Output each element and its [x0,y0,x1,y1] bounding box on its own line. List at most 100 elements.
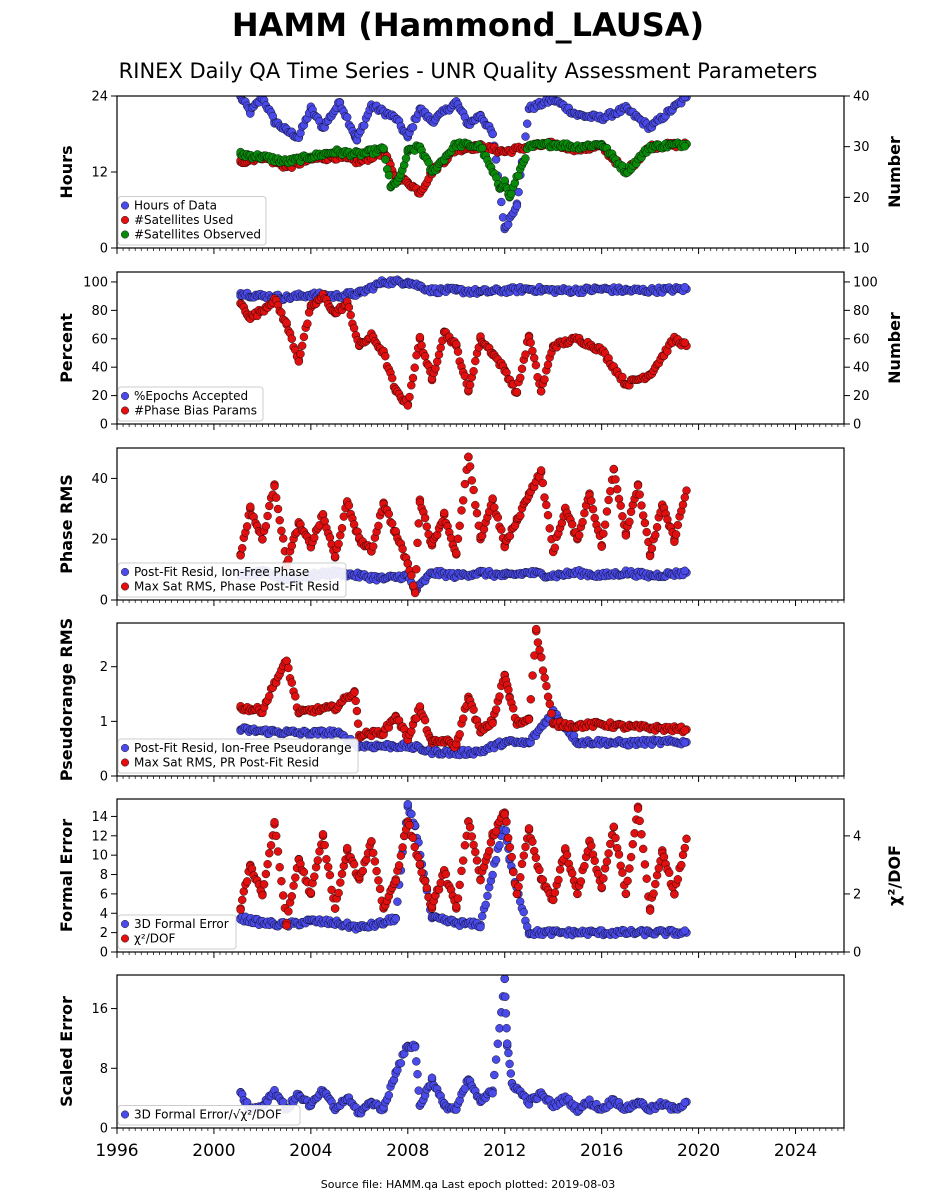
series-2-density-point [516,373,525,382]
series-2-density-point [540,493,549,502]
series-2-density-point [394,861,404,870]
series-2-density-point [562,850,572,860]
series-2-density-point [600,520,610,529]
panel-2-marks [236,275,691,410]
series-2-density-point [327,885,336,895]
series-3-density-point [680,142,689,151]
series-1-density-point [501,1009,511,1018]
series-2-density-point [287,541,296,550]
series-2-density-point [455,880,464,890]
series-2-density-point [350,688,359,697]
series-2-density-point [626,507,636,516]
series-2-density-point [410,588,420,598]
series-2-density-point [611,475,620,484]
series-2-density-point [550,543,560,552]
series-2-density-point [635,816,644,826]
y2-tick-label: 40 [853,90,870,105]
series-2-density-point [547,709,556,718]
series-2-density-point [422,883,431,893]
series-2-density-point [258,535,267,544]
series-2-density-point [320,840,329,850]
series-2-density-point [265,691,274,701]
series-2-density-point [410,363,419,372]
series-2-density-point [239,887,249,896]
series-2-density-point [455,730,464,739]
y-tick-label: 8 [100,868,108,883]
series-2-density-point [408,373,418,383]
series-2-density-point [509,704,518,713]
series-1-density-point [502,1023,511,1033]
legend-marker [120,406,129,415]
legend-marker [120,230,129,239]
series-2-density-point [453,534,463,543]
series-1-density-point [483,891,492,901]
legend-box [117,1105,301,1126]
legend-label: Post-Fit Resid, Ion-Free Pseudorange [134,741,352,755]
series-2-density-point [543,360,553,369]
series-2-density-point [453,894,463,903]
series-2-density-point [532,624,541,634]
series-1-density-point [491,1055,501,1064]
series-2-density-point [524,715,534,724]
series-1-density-point [384,1090,393,1100]
series-2-density-point [469,840,478,850]
series-2-density-point [388,374,397,383]
y2-tick-label: 2 [853,887,861,902]
series-2-density-point [467,476,476,485]
series-2-density-point [505,531,515,541]
series-2-density-point [497,525,506,534]
y-tick-label: 80 [91,304,108,319]
y2-axis-label: χ²/DOF [885,845,904,906]
series-2-density-point [488,494,497,503]
series-2-density-point [465,823,475,832]
series-2-density-point [349,323,359,333]
series-2-density-point [680,493,689,502]
series-2-density-point [509,867,518,877]
series-1-density-point [503,1039,512,1048]
series-1-density-point [521,132,530,141]
series-2-density-point [639,511,648,520]
series-1-density-point [410,1042,420,1052]
series-2-density-point [452,902,461,911]
series-2-density-point [600,864,610,873]
series-2-density-point [488,719,497,728]
series-2-density-point [405,392,414,402]
series-2-density-point [670,537,679,546]
series-2-density-point [618,512,627,521]
series-2-density-point [590,513,599,523]
series-2-density-point [616,501,625,510]
series-1-density-point [493,1039,502,1049]
series-2-density-point [433,357,442,366]
y-tick-label: 100 [83,275,108,290]
series-1-density-point [414,1086,423,1095]
series-3-density-point [521,154,530,163]
series-2-density-point [236,905,245,914]
series-2-density-point [504,833,513,843]
series-2-density-point [287,334,296,343]
y-tick-label: 0 [100,1122,108,1137]
legend-label: Hours of Data [134,199,217,213]
series-2-density-point [330,552,340,561]
y-tick-label: 0 [100,418,108,433]
series-2-density-point [370,857,380,866]
series-2-density-point [372,866,381,876]
series-1-density-point [680,738,689,747]
series-2-density-point [678,500,688,509]
series-3-density-point [379,144,388,153]
series-2-density-point [531,853,541,862]
series-2-density-point [353,719,363,728]
series-2-density-point [491,705,501,714]
legend-marker [120,934,129,943]
series-2-density-point [543,511,553,520]
y-tick-label: 2 [100,926,108,941]
series-2-density-point [485,846,494,856]
series-2-density-point [604,849,613,858]
series-1-density-point [495,1024,504,1033]
series-2-density-point [306,888,316,897]
legend-box [117,196,267,246]
y-axis-label: Phase RMS [57,474,76,574]
series-2-density-point [441,869,451,879]
series-2-density-point [261,869,271,879]
y-tick-label: 0 [100,946,108,961]
